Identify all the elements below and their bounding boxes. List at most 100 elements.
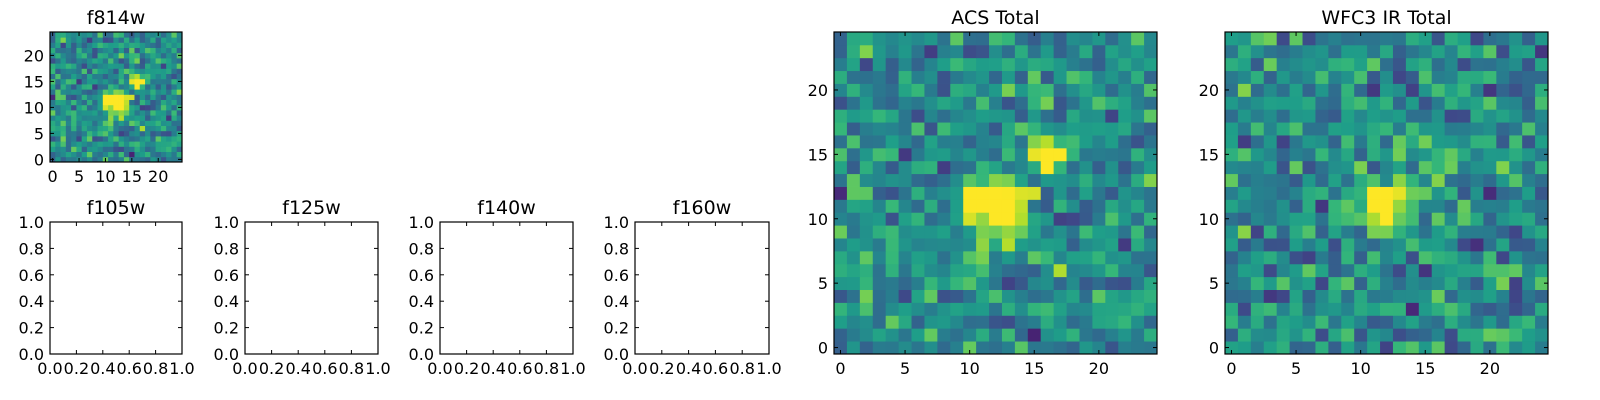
heatmap-cell bbox=[1496, 289, 1510, 303]
heatmap-cell bbox=[1302, 199, 1316, 213]
heatmap-cell bbox=[976, 328, 990, 342]
heatmap-cell bbox=[950, 302, 964, 316]
heatmap-cell bbox=[1315, 263, 1329, 278]
heatmap-cell bbox=[1144, 263, 1158, 278]
heatmap-cell bbox=[1001, 96, 1016, 110]
heatmap-cell bbox=[937, 186, 951, 200]
heatmap-cell bbox=[176, 32, 183, 38]
heatmap-cell bbox=[71, 156, 77, 163]
heatmap-cell bbox=[1470, 160, 1484, 175]
heatmap-cell bbox=[1315, 70, 1329, 84]
heatmap-cell bbox=[1276, 315, 1290, 329]
heatmap-cell bbox=[846, 250, 861, 265]
heatmap-cell bbox=[846, 302, 861, 316]
heatmap-cell bbox=[60, 89, 67, 95]
heatmap-cell bbox=[129, 130, 135, 137]
heatmap-cell bbox=[989, 315, 1003, 329]
heatmap-cell bbox=[113, 110, 120, 116]
heatmap-cell bbox=[166, 89, 172, 95]
heatmap-cell bbox=[1431, 250, 1446, 265]
y-tick-label: 0.0 bbox=[604, 345, 629, 364]
heatmap-cell bbox=[1302, 341, 1316, 355]
heatmap-cell bbox=[1250, 70, 1265, 84]
heatmap-cell bbox=[846, 199, 861, 213]
heatmap-cell bbox=[950, 263, 964, 278]
heatmap-cell bbox=[1315, 186, 1329, 200]
heatmap-cell bbox=[1354, 147, 1368, 162]
axes-frame bbox=[244, 221, 379, 355]
heatmap-cell bbox=[885, 289, 899, 303]
heatmap-cell bbox=[1118, 250, 1132, 265]
heatmap-cell bbox=[1092, 147, 1106, 162]
heatmap-cell bbox=[129, 42, 135, 48]
heatmap-cell bbox=[1315, 225, 1329, 239]
heatmap-cell bbox=[846, 341, 861, 355]
heatmap-cell bbox=[166, 120, 172, 126]
heatmap-cell bbox=[1444, 109, 1458, 123]
heatmap-cell bbox=[1354, 302, 1368, 316]
heatmap-cell bbox=[872, 32, 887, 46]
heatmap-cell bbox=[950, 289, 964, 303]
heatmap-cell bbox=[65, 120, 72, 126]
heatmap-cell bbox=[859, 83, 874, 97]
heatmap-cell bbox=[145, 52, 151, 59]
heatmap-cell bbox=[885, 57, 899, 72]
heatmap-cell bbox=[1079, 160, 1093, 175]
heatmap-cell bbox=[1444, 186, 1458, 200]
heatmap-cell bbox=[1509, 147, 1523, 162]
panel-title: f160w bbox=[673, 197, 732, 219]
heatmap-cell bbox=[1367, 289, 1381, 303]
heatmap-cell bbox=[97, 78, 104, 85]
heatmap-cell bbox=[145, 99, 151, 106]
heatmap-cell bbox=[113, 156, 120, 163]
heatmap-cell bbox=[1535, 109, 1549, 123]
heatmap-cell bbox=[1380, 225, 1394, 239]
heatmap-cell bbox=[166, 141, 172, 147]
heatmap-cell bbox=[1367, 225, 1381, 239]
heatmap-cell bbox=[1354, 96, 1368, 110]
heatmap-cell bbox=[1053, 341, 1067, 355]
heatmap-cell bbox=[859, 276, 874, 290]
heatmap-cell bbox=[160, 151, 167, 158]
heatmap-cell bbox=[155, 130, 162, 137]
heatmap-cell bbox=[1105, 122, 1119, 136]
heatmap-cell bbox=[1250, 199, 1265, 213]
heatmap-cell bbox=[1040, 96, 1055, 110]
heatmap-cell bbox=[71, 136, 77, 142]
heatmap-cell bbox=[176, 120, 183, 126]
heatmap-cell bbox=[1341, 160, 1355, 175]
heatmap-cell bbox=[1250, 122, 1265, 136]
heatmap-cell bbox=[1315, 83, 1329, 97]
y-tick-label: 1.0 bbox=[604, 213, 629, 232]
heatmap-cell bbox=[1380, 341, 1394, 355]
heatmap-cell bbox=[118, 110, 125, 116]
heatmap-cell bbox=[55, 89, 61, 95]
heatmap-cell bbox=[1470, 328, 1484, 342]
heatmap-cell bbox=[1225, 250, 1239, 265]
heatmap-cell bbox=[1535, 199, 1549, 213]
heatmap-cell bbox=[97, 146, 104, 152]
heatmap-cell bbox=[171, 73, 178, 80]
heatmap-cell bbox=[950, 109, 964, 123]
heatmap-cell bbox=[76, 47, 83, 54]
heatmap-cell bbox=[60, 130, 67, 137]
heatmap-cell bbox=[1470, 122, 1484, 136]
heatmap-cell bbox=[1066, 70, 1080, 84]
heatmap-cell bbox=[1131, 225, 1145, 239]
heatmap-cell bbox=[1014, 263, 1029, 278]
heatmap-cell bbox=[976, 276, 990, 290]
heatmap-cell bbox=[872, 238, 887, 252]
heatmap-cell bbox=[1483, 83, 1497, 97]
heatmap-cell bbox=[1263, 32, 1278, 46]
heatmap-cell bbox=[1444, 83, 1458, 97]
heatmap-cell bbox=[911, 276, 925, 290]
heatmap-cell bbox=[1496, 328, 1510, 342]
heatmap-cell bbox=[911, 96, 925, 110]
heatmap-cell bbox=[924, 341, 938, 355]
heatmap-cell bbox=[145, 125, 151, 132]
heatmap-cell bbox=[150, 63, 156, 69]
heatmap-cell bbox=[1496, 147, 1510, 162]
heatmap-cell bbox=[1341, 122, 1355, 136]
heatmap-cell bbox=[1328, 225, 1342, 239]
heatmap-cell bbox=[1535, 263, 1549, 278]
